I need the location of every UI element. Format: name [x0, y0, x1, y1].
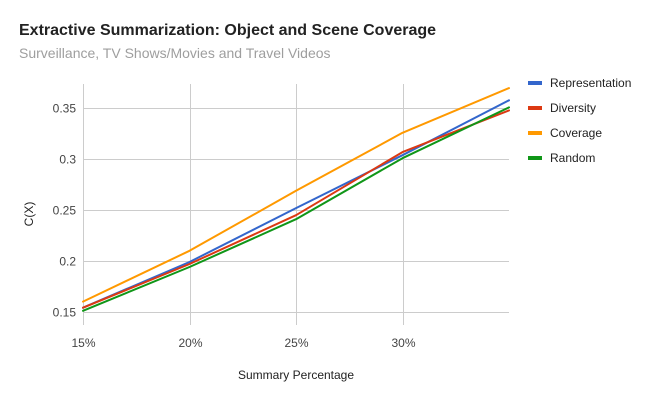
legend-swatch: [528, 156, 542, 160]
x-tick-label: 15%: [71, 336, 95, 350]
y-tick-label: 0.2: [59, 255, 76, 269]
series-line-diversity: [82, 109, 510, 309]
legend-item-diversity: Diversity: [528, 101, 596, 115]
legend-swatch: [528, 81, 542, 85]
x-axis-label: Summary Percentage: [238, 368, 354, 382]
x-tick-label: 30%: [391, 336, 415, 350]
series-line-coverage: [82, 87, 510, 303]
y-axis-label: C(X): [22, 202, 36, 227]
x-tick-label: 25%: [284, 336, 308, 350]
legend-item-random: Random: [528, 151, 595, 165]
chart-subtitle: Surveillance, TV Shows/Movies and Travel…: [19, 45, 331, 61]
legend-item-coverage: Coverage: [528, 126, 602, 140]
x-tick-label: 20%: [178, 336, 202, 350]
y-tick-label: 0.3: [59, 153, 76, 167]
y-tick-label: 0.35: [53, 102, 77, 116]
tick-labels: 15% 20% 25% 30% 0.15 0.2 0.25 0.3 0.35: [53, 102, 416, 351]
legend-item-representation: Representation: [528, 76, 631, 90]
y-tick-label: 0.25: [53, 204, 77, 218]
legend-swatch: [528, 106, 542, 110]
chart-title: Extractive Summarization: Object and Sce…: [19, 22, 436, 39]
y-tick-label: 0.15: [53, 306, 77, 320]
legend-label: Coverage: [550, 126, 602, 140]
legend-label: Random: [550, 151, 595, 165]
legend-swatch: [528, 131, 542, 135]
series-lines: [82, 87, 510, 312]
legend-label: Representation: [550, 76, 631, 90]
grid: [83, 84, 509, 325]
legend: Representation Diversity Coverage Random: [528, 76, 631, 165]
series-line-random: [82, 106, 510, 312]
legend-label: Diversity: [550, 101, 596, 115]
series-line-representation: [82, 99, 510, 309]
